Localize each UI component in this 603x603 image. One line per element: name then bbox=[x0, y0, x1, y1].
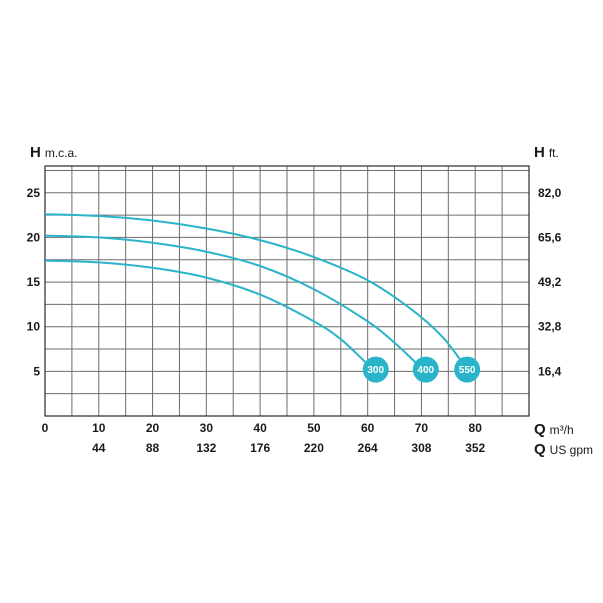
curve-markers: 300 400 550 bbox=[362, 356, 481, 383]
left-axis-title-letter: H bbox=[30, 144, 41, 161]
curve-marker-400 bbox=[412, 356, 439, 383]
curve-marker-300 bbox=[362, 356, 389, 383]
x-axis-tick-label: 40 bbox=[253, 421, 267, 435]
x-axis-tick-label: 60 bbox=[361, 421, 375, 435]
curves bbox=[44, 213, 468, 372]
right-axis-tick-label: 49,2 bbox=[538, 275, 562, 289]
x-axis-secondary-tick-label: 352 bbox=[465, 441, 485, 455]
right-axis-tick-label: 65,6 bbox=[538, 230, 562, 244]
x-axis-tick-label: 80 bbox=[469, 421, 483, 435]
grid bbox=[45, 166, 529, 416]
x-axis-secondary-title-unit: US gpm bbox=[550, 443, 593, 457]
curve-550 bbox=[44, 213, 468, 371]
x-axis-tick-label: 30 bbox=[200, 421, 214, 435]
x-axis-tick-label: 20 bbox=[146, 421, 160, 435]
x-axis-tick-label: 10 bbox=[92, 421, 106, 435]
left-axis-tick-label: 15 bbox=[27, 275, 41, 289]
x-axis-secondary-tick-label: 264 bbox=[358, 441, 378, 455]
plot-frame bbox=[44, 165, 530, 417]
x-axis-tick-label: 0 bbox=[42, 421, 49, 435]
axis-labels: 5 10 15 20 25 16,4 32,8 49,2 65,6 82,0 0 10 20 30 40 50… bbox=[27, 144, 593, 458]
left-axis-tick-label: 20 bbox=[27, 230, 41, 244]
curve-marker-label-400: 400 bbox=[417, 365, 434, 376]
right-axis-title-letter: H bbox=[534, 144, 545, 161]
left-axis-title-unit: m.c.a. bbox=[45, 146, 78, 160]
left-axis-tick-label: 10 bbox=[27, 320, 41, 334]
curve-marker-label-550: 550 bbox=[459, 365, 476, 376]
curve-400 bbox=[44, 234, 427, 372]
x-axis-title-letter: Q bbox=[534, 421, 546, 438]
curve-300 bbox=[44, 259, 377, 371]
x-axis-tick-label: 70 bbox=[415, 421, 429, 435]
x-axis-secondary-tick-label: 44 bbox=[92, 441, 106, 455]
x-axis-secondary-tick-label: 88 bbox=[146, 441, 160, 455]
curve-marker-label-300: 300 bbox=[367, 365, 384, 376]
curve-marker-550 bbox=[454, 356, 481, 383]
x-axis-secondary-tick-label: 176 bbox=[250, 441, 270, 455]
x-axis-title-unit: m³/h bbox=[550, 423, 574, 437]
left-axis-tick-label: 25 bbox=[27, 186, 41, 200]
left-axis-tick-label: 5 bbox=[33, 364, 40, 378]
right-axis-tick-label: 16,4 bbox=[538, 364, 562, 378]
x-axis-secondary-title: Q US gpm bbox=[534, 441, 593, 458]
x-axis-secondary-tick-label: 308 bbox=[411, 441, 431, 455]
right-axis-tick-label: 32,8 bbox=[538, 320, 562, 334]
x-axis-tick-label: 50 bbox=[307, 421, 321, 435]
x-axis-secondary-title-letter: Q bbox=[534, 441, 546, 458]
right-axis-title-unit: ft. bbox=[549, 146, 559, 160]
right-axis-tick-label: 82,0 bbox=[538, 186, 562, 200]
x-axis-secondary-tick-label: 220 bbox=[304, 441, 324, 455]
x-axis-secondary-tick-label: 132 bbox=[196, 441, 216, 455]
